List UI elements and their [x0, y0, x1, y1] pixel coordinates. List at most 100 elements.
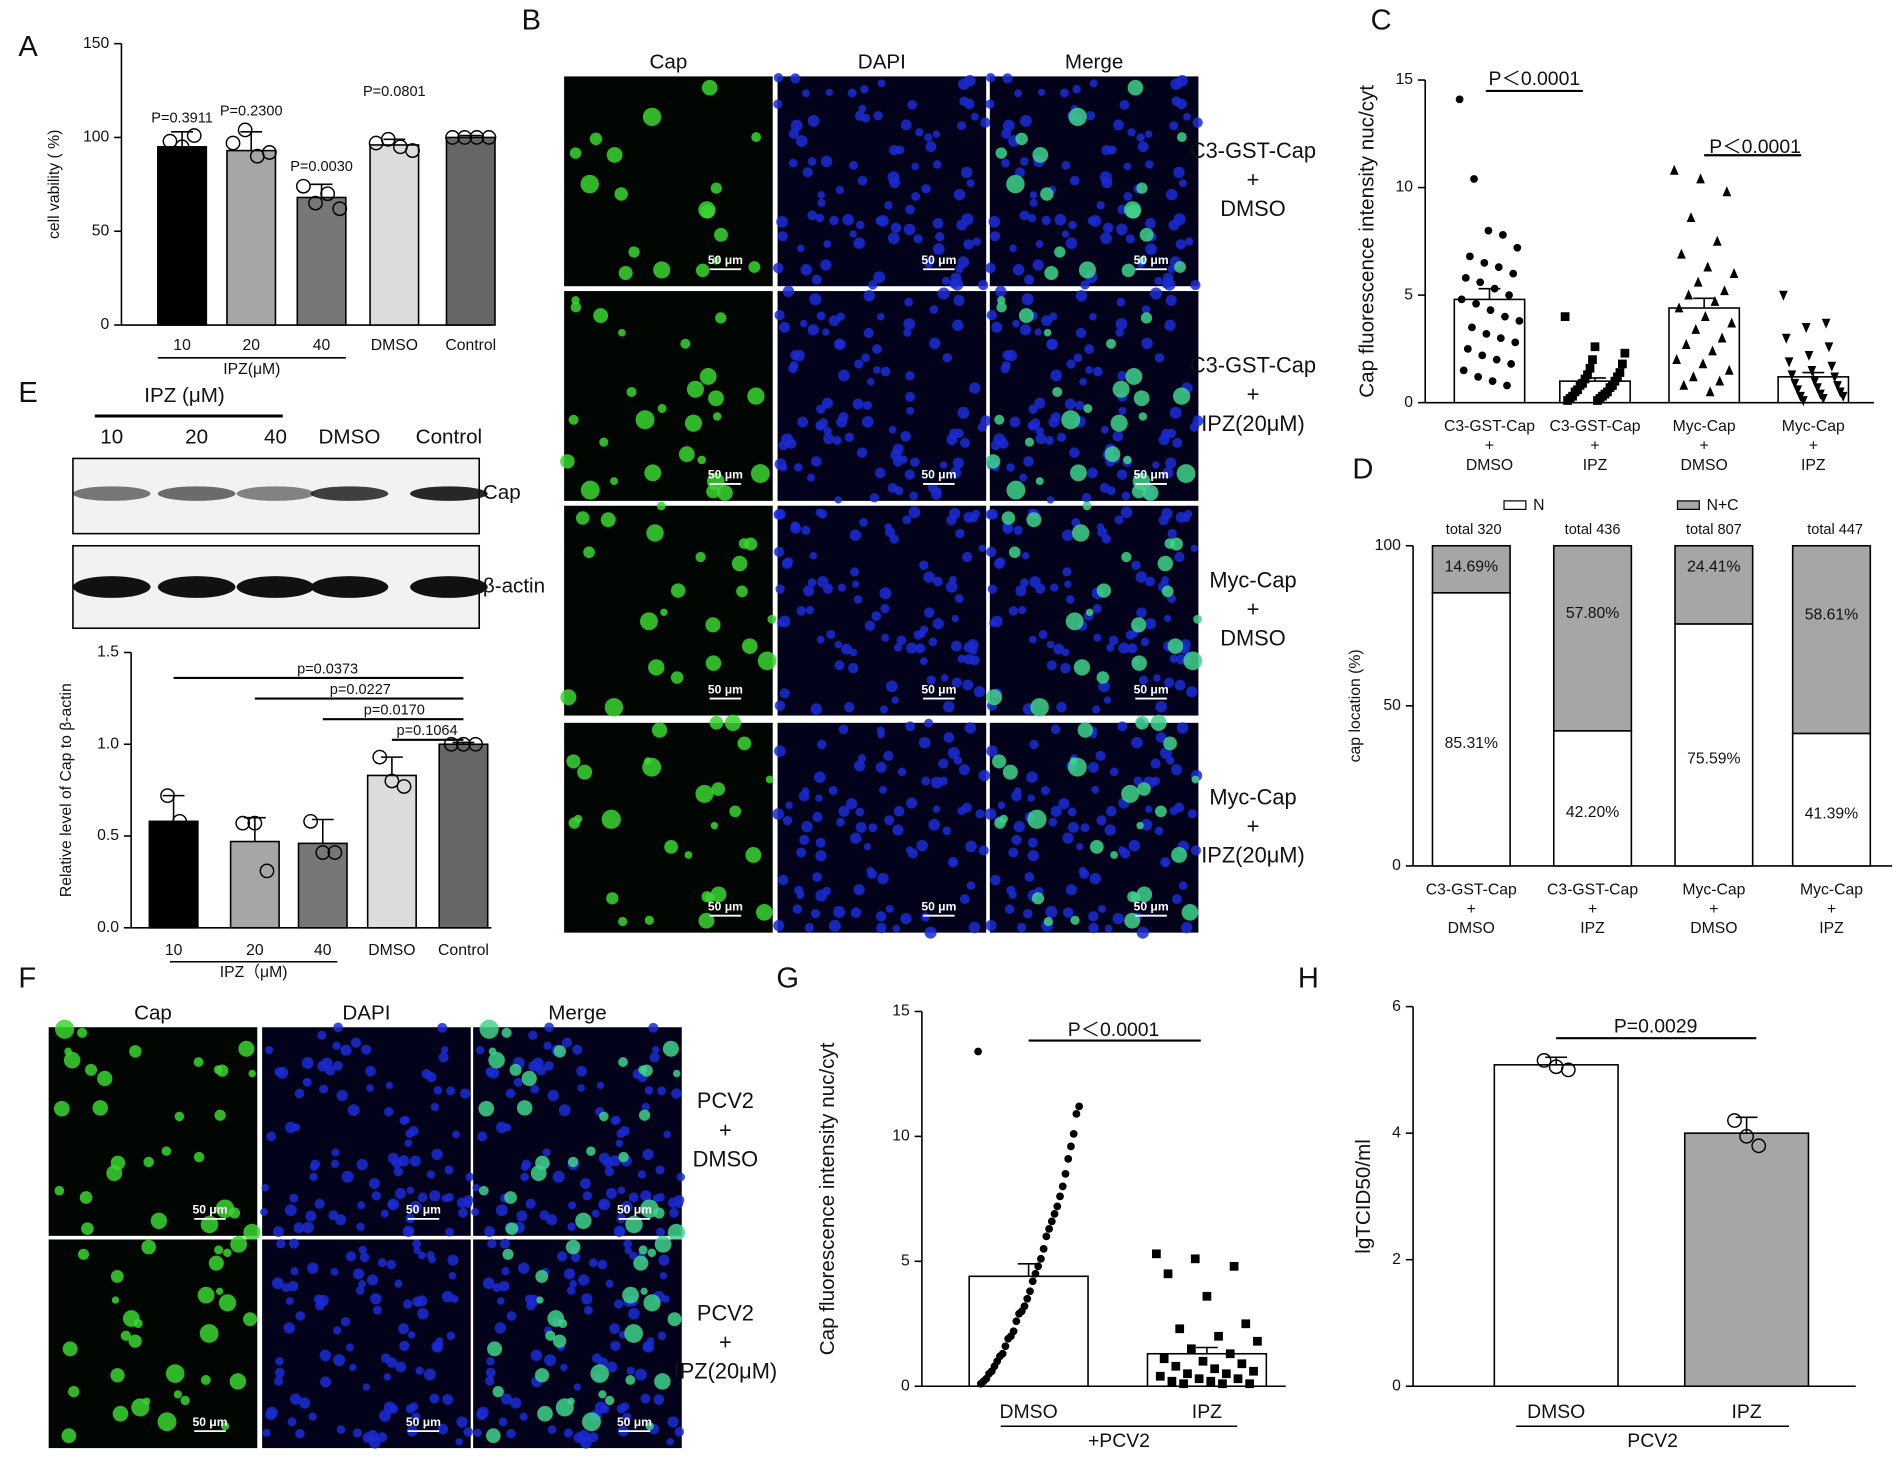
- row-label: +: [1247, 382, 1260, 407]
- nucleus: [1091, 785, 1100, 794]
- cell: [656, 501, 666, 511]
- nucleus: [1073, 353, 1083, 363]
- cell: [1110, 851, 1118, 859]
- nucleus: [525, 1198, 536, 1209]
- bar: [1683, 1132, 1810, 1388]
- nucleus: [596, 1081, 605, 1090]
- cell: [698, 912, 715, 929]
- annotation: total 447: [1807, 522, 1863, 538]
- point: [262, 145, 277, 160]
- nucleus: [864, 620, 876, 631]
- nucleus: [1136, 607, 1147, 618]
- cell: [577, 764, 593, 780]
- nucleus: [1029, 198, 1038, 207]
- row-label: IPZ(20μM): [1201, 411, 1305, 436]
- nucleus: [432, 1343, 441, 1352]
- point: [1793, 385, 1803, 396]
- cell: [1181, 904, 1199, 921]
- row-label: DMSO: [693, 1146, 759, 1171]
- row-label: IPZ(20μM): [1201, 843, 1305, 868]
- blot-band: [236, 576, 315, 598]
- scale-bar-label: 50 μm: [406, 1415, 441, 1429]
- y-tick-label: 0: [901, 1377, 910, 1394]
- scale-bar-label: 50 μm: [1134, 253, 1169, 267]
- point: [235, 815, 251, 831]
- nucleus: [905, 642, 918, 654]
- nucleus: [774, 700, 786, 711]
- nucleus: [823, 426, 832, 436]
- nucleus: [446, 1086, 455, 1096]
- cell: [593, 308, 609, 324]
- nucleus: [1065, 595, 1075, 604]
- cell: [63, 1051, 81, 1069]
- cell: [667, 1312, 682, 1327]
- cell: [180, 1395, 190, 1406]
- y-tick-label: 2: [1392, 1251, 1401, 1268]
- nucleus: [790, 521, 800, 531]
- cell: [573, 814, 583, 824]
- bar-segment: [1552, 730, 1633, 867]
- nucleus: [1158, 515, 1169, 526]
- nucleus: [1034, 328, 1042, 336]
- blot-group-label: IPZ (μM): [144, 384, 225, 407]
- nucleus: [1032, 259, 1044, 271]
- nucleus: [484, 1226, 495, 1237]
- nucleus: [652, 1194, 661, 1203]
- nucleus: [1101, 144, 1112, 156]
- nucleus: [1100, 232, 1113, 245]
- nucleus: [309, 1172, 318, 1182]
- nucleus: [955, 528, 965, 539]
- y-axis-label: Relative level of Cap to β-actin: [58, 683, 75, 897]
- nucleus: [669, 1207, 679, 1218]
- nucleus: [893, 643, 903, 652]
- nucleus: [577, 1084, 585, 1092]
- nucleus: [794, 463, 803, 472]
- point: [1198, 1356, 1208, 1366]
- cell: [122, 1310, 140, 1327]
- nucleus: [1023, 908, 1033, 919]
- point: [1171, 1361, 1181, 1371]
- nucleus: [807, 324, 819, 336]
- cell: [705, 892, 715, 903]
- point: [1190, 1254, 1200, 1264]
- nucleus: [932, 160, 942, 169]
- nucleus: [1175, 239, 1186, 250]
- y-axis-label: Cap fluorescence intensity nuc/cyt: [1356, 85, 1379, 398]
- cell: [1083, 403, 1093, 413]
- nucleus: [857, 175, 868, 186]
- x-tick-label: DMSO: [1000, 1401, 1058, 1423]
- point: [1801, 323, 1811, 333]
- nucleus: [964, 722, 977, 734]
- nucleus: [855, 821, 867, 833]
- nucleus: [1140, 637, 1150, 647]
- nucleus: [779, 688, 790, 699]
- nucleus: [1141, 305, 1151, 314]
- x-tick-label: IPZ: [1819, 920, 1844, 937]
- nucleus: [896, 635, 907, 646]
- nucleus: [1009, 416, 1021, 428]
- nucleus: [924, 133, 933, 142]
- nucleus: [628, 1192, 639, 1203]
- cell: [640, 1064, 653, 1077]
- nucleus: [900, 119, 912, 131]
- nucleus: [888, 425, 897, 434]
- nucleus: [903, 318, 916, 330]
- nucleus: [773, 546, 785, 558]
- point: [1474, 372, 1483, 381]
- nucleus: [891, 696, 899, 704]
- cell: [110, 1269, 124, 1283]
- point: [1691, 323, 1701, 334]
- nucleus: [352, 1428, 362, 1438]
- point: [1455, 95, 1464, 104]
- nucleus: [260, 1207, 269, 1216]
- nucleus: [455, 1437, 463, 1446]
- annotation: total 807: [1686, 522, 1742, 538]
- nucleus: [409, 1155, 421, 1167]
- cell: [1006, 174, 1025, 194]
- nucleus: [1062, 907, 1074, 918]
- nucleus: [510, 1397, 522, 1409]
- point: [396, 779, 412, 794]
- nucleus: [815, 889, 828, 902]
- nucleus: [875, 761, 887, 773]
- nucleus: [563, 1428, 573, 1438]
